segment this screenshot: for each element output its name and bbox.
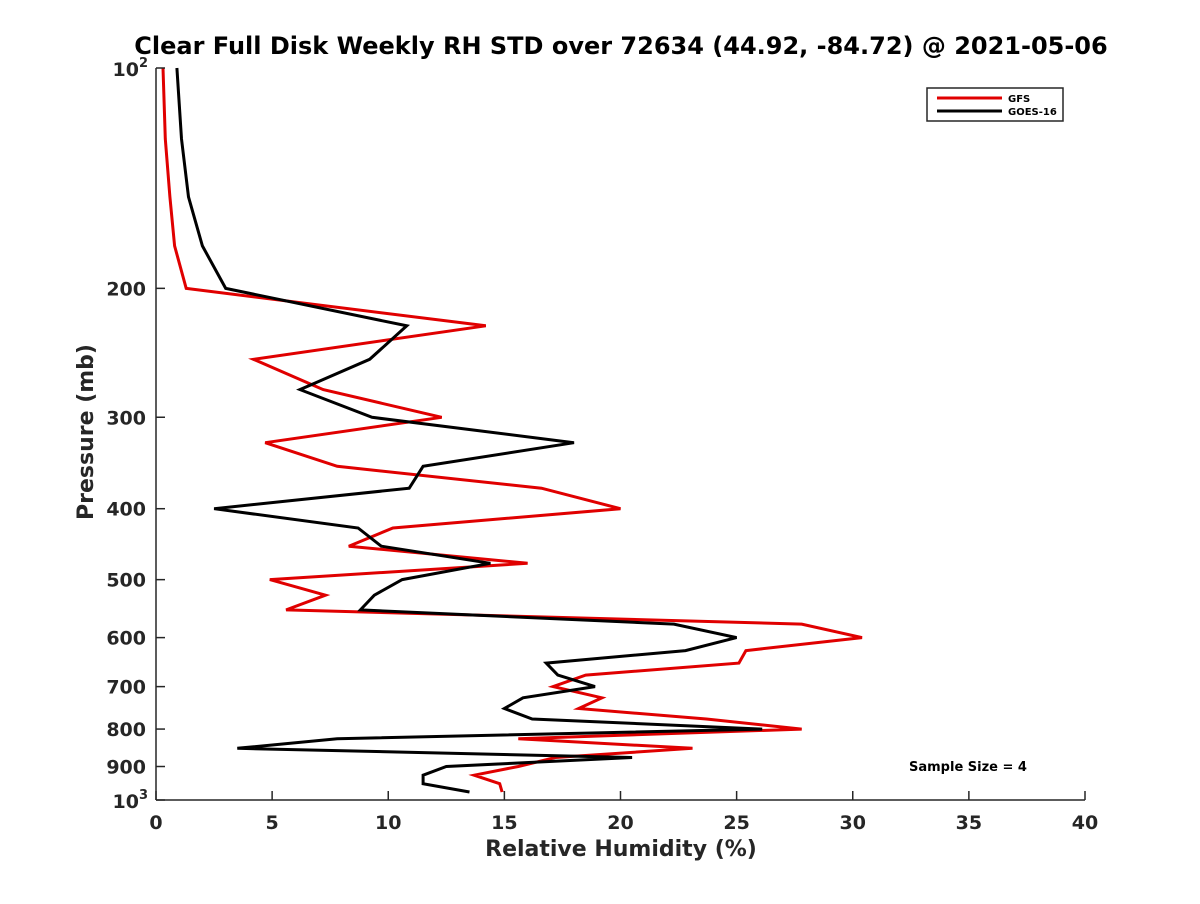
x-tick-label: 30 xyxy=(840,812,866,834)
y-tick-label: 500 xyxy=(106,570,146,592)
x-tick-label: 10 xyxy=(375,812,401,834)
x-tick-label: 25 xyxy=(723,812,749,834)
y-tick-label: 300 xyxy=(106,407,146,429)
legend-label: GFS xyxy=(1008,94,1030,105)
series-line-gfs xyxy=(161,67,863,793)
x-tick-label: 35 xyxy=(956,812,982,834)
y-tick-label: 102 xyxy=(113,56,149,81)
legend: GFS GOES-16 xyxy=(926,87,1064,122)
chart-title: Clear Full Disk Weekly RH STD over 72634… xyxy=(134,32,1107,60)
x-axis-label: Relative Humidity (%) xyxy=(485,837,757,862)
x-tick-label: 20 xyxy=(607,812,633,834)
y-tick-label: 600 xyxy=(106,628,146,650)
x-tick-label: 40 xyxy=(1072,812,1098,834)
x-tick-label: 5 xyxy=(266,812,279,834)
x-tick-label: 15 xyxy=(491,812,517,834)
y-tick-label: 103 xyxy=(113,788,149,813)
y-tick-label: 800 xyxy=(106,719,146,741)
y-tick-label: 900 xyxy=(106,757,146,779)
y-tick-label: 700 xyxy=(106,677,146,699)
sample-size-annotation: Sample Size = 4 xyxy=(909,760,1027,775)
legend-label: GOES-16 xyxy=(1008,107,1057,118)
legend-box xyxy=(926,87,1064,122)
plot-area xyxy=(161,67,863,794)
y-axis-label: Pressure (mb) xyxy=(74,344,99,520)
x-tick-label: 0 xyxy=(149,812,162,834)
y-tick-label: 400 xyxy=(106,499,146,521)
series-line-goes-16 xyxy=(175,67,763,794)
axes: 0 5 10 15 20 25 30 35 40 102 200 300 400 500 600 700 800… xyxy=(106,56,1098,834)
y-tick-label: 200 xyxy=(106,278,146,300)
